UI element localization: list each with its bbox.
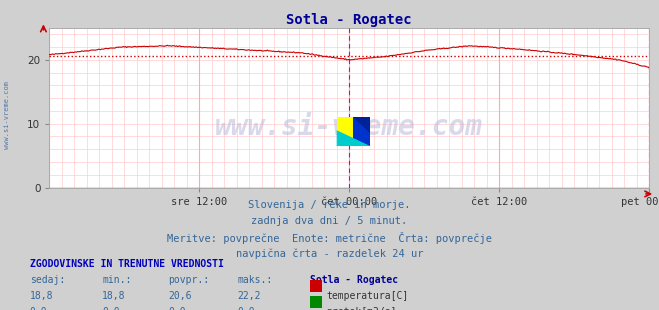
Text: 0,0: 0,0 bbox=[30, 307, 47, 310]
Bar bbox=[337, 117, 353, 146]
Title: Sotla - Rogatec: Sotla - Rogatec bbox=[287, 13, 412, 27]
Text: temperatura[C]: temperatura[C] bbox=[326, 291, 409, 301]
Text: 0,0: 0,0 bbox=[168, 307, 186, 310]
Text: pretok[m3/s]: pretok[m3/s] bbox=[326, 307, 397, 310]
Text: Sotla - Rogatec: Sotla - Rogatec bbox=[310, 275, 398, 285]
Text: 20,6: 20,6 bbox=[168, 291, 192, 301]
Text: 0,0: 0,0 bbox=[102, 307, 120, 310]
Text: 22,2: 22,2 bbox=[237, 291, 261, 301]
Text: maks.:: maks.: bbox=[237, 275, 272, 285]
Polygon shape bbox=[353, 117, 370, 133]
Text: 0,0: 0,0 bbox=[237, 307, 255, 310]
Bar bbox=[353, 117, 370, 146]
Text: Meritve: povprečne  Enote: metrične  Črta: povprečje: Meritve: povprečne Enote: metrične Črta:… bbox=[167, 232, 492, 244]
Text: zadnja dva dni / 5 minut.: zadnja dva dni / 5 minut. bbox=[251, 216, 408, 226]
Text: Slovenija / reke in morje.: Slovenija / reke in morje. bbox=[248, 200, 411, 210]
Text: povpr.:: povpr.: bbox=[168, 275, 209, 285]
Text: ZGODOVINSKE IN TRENUTNE VREDNOSTI: ZGODOVINSKE IN TRENUTNE VREDNOSTI bbox=[30, 259, 223, 269]
Text: sedaj:: sedaj: bbox=[30, 275, 65, 285]
Text: 18,8: 18,8 bbox=[30, 291, 53, 301]
Text: www.si-vreme.com: www.si-vreme.com bbox=[3, 81, 10, 149]
Text: min.:: min.: bbox=[102, 275, 132, 285]
Text: 18,8: 18,8 bbox=[102, 291, 126, 301]
Polygon shape bbox=[337, 130, 370, 146]
Text: www.si-vreme.com: www.si-vreme.com bbox=[215, 113, 483, 141]
Text: navpična črta - razdelek 24 ur: navpična črta - razdelek 24 ur bbox=[236, 248, 423, 259]
